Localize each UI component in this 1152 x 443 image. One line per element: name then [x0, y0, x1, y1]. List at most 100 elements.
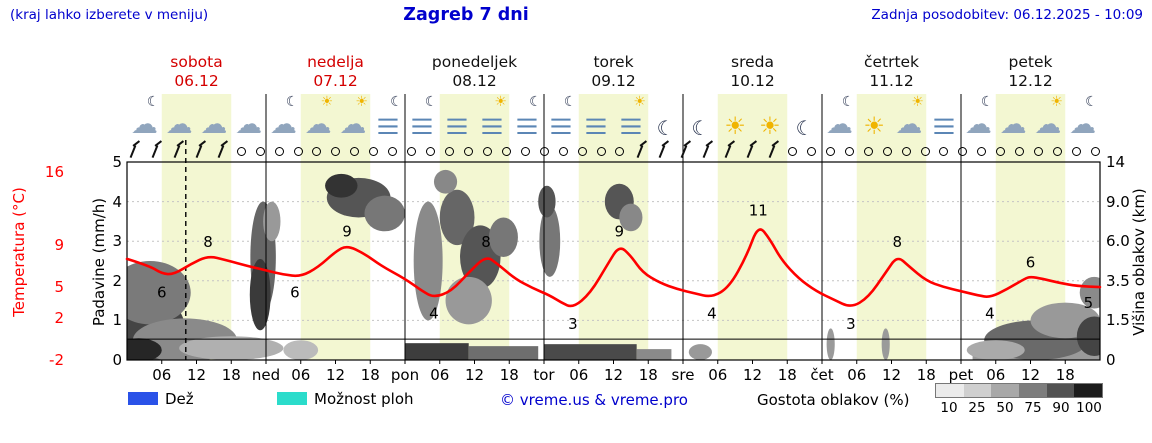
x-tick-label: 12: [325, 366, 346, 384]
calm-circle-icon: [958, 147, 968, 156]
day-date: 07.12: [313, 71, 358, 90]
cloud-density-value: 50: [996, 400, 1014, 416]
calm-circle-icon: [350, 147, 360, 156]
temp-tick: -2: [49, 351, 64, 369]
calm-circle-icon: [482, 147, 492, 156]
x-tick-label: sre: [671, 366, 695, 384]
calm-circle-icon: [596, 147, 606, 156]
day-name: ponedeljek: [431, 53, 518, 71]
sun-cloud-icon: ☁ ☀: [304, 94, 334, 140]
fog-icon: ☰: [931, 115, 956, 139]
sun-icon: ☀: [759, 112, 781, 140]
cloud-blob: [619, 203, 643, 232]
day-header-torek: torek 09.12: [544, 53, 683, 90]
calm-circle-icon: [520, 147, 530, 156]
legend-showers-label: Možnost ploh: [314, 390, 414, 408]
day-band: [856, 94, 927, 360]
temperature-label: 3: [568, 315, 578, 333]
cloud-blob: [1076, 316, 1100, 357]
weather-icons-row: ☁ ☾ ☁ ☁ ☁ ☁ ☾ ☁ ☀ ☁ ☀ ☰ ☾ ☰ ☾ ☰ ☰ ☀ ☰ ☾ ☰ ☾ ☰ ☰ ☀ ☾ ☾ ☀ ☀ ☾ ☁ ☾ ☀ ☁ ☀ ☰ ☁ ☾ ☁ ☁…: [127, 94, 1100, 142]
x-tick-label: 18: [499, 366, 519, 384]
x-tick-label: 18: [638, 366, 658, 384]
calm-circle-icon: [369, 147, 379, 156]
sun-cloud-icon: ☁ ☀: [339, 94, 368, 140]
cloud-blob: [127, 261, 191, 325]
cloud-blob: [539, 205, 561, 277]
cloud-blob: [688, 344, 712, 360]
cloud-tick: 1.5: [1106, 311, 1130, 330]
calm-circle-icon: [825, 147, 835, 156]
fog-moon-icon: ☰ ☾: [514, 94, 542, 139]
cloud-bar: [544, 344, 637, 360]
calm-circle-icon: [977, 147, 987, 156]
cloud-density-segment: [936, 384, 964, 397]
x-tick-label: 12: [186, 366, 207, 384]
day-name: sreda: [731, 53, 774, 71]
calm-circle-icon: [882, 147, 892, 156]
temperature-label: 6: [157, 284, 167, 302]
temperature-label: 4: [707, 304, 717, 322]
temperature-label: 11: [749, 202, 768, 220]
cloud-density-value: 90: [1052, 400, 1070, 416]
calm-circle-icon: [331, 147, 341, 156]
cloud-bar: [405, 343, 469, 360]
x-tick-label: 12: [881, 366, 902, 384]
day-band: [717, 94, 788, 360]
credit-link[interactable]: © vreme.us & vreme.pro: [500, 391, 688, 409]
legend-showers-swatch: [277, 392, 307, 405]
calm-circle-icon: [615, 147, 625, 156]
cloud-blob: [263, 201, 281, 242]
cloud-tick: 14: [1106, 153, 1126, 171]
x-tick-label: 18: [221, 366, 241, 384]
wind-barb-icon: [171, 144, 183, 159]
cloud-density-gradient: [935, 383, 1103, 398]
precip-tick: 1: [112, 311, 122, 330]
x-tick-label: 12: [464, 366, 485, 384]
temperature-label: 8: [893, 233, 903, 251]
sun-icon: ☀: [863, 112, 885, 140]
cloud-density-scale-numbers: 10 25 50 75 90 100: [935, 398, 1103, 416]
day-band: [300, 94, 371, 360]
day-name: nedelja: [307, 53, 364, 71]
cloud-tick: 3.5: [1106, 271, 1130, 290]
calm-circle-icon: [1053, 147, 1063, 156]
cloud-density-segment: [991, 384, 1020, 397]
calm-circle-icon: [1090, 147, 1100, 156]
cloud-blob: [445, 276, 492, 325]
cloud-blob: [413, 201, 443, 321]
cloud-tick: 9.0: [1106, 192, 1130, 211]
fog-icon: ☰: [445, 115, 469, 139]
moon-cloud-icon: ☁ ☾: [1069, 94, 1098, 140]
x-tick-label: 06: [291, 366, 311, 384]
precip-tick: 0: [112, 351, 122, 369]
x-tick-label: 18: [916, 366, 936, 384]
x-tick-label: 06: [708, 366, 728, 384]
moon-cloud-icon: ☁ ☾: [964, 94, 994, 140]
moon-cloud-icon: ☁ ☾: [825, 94, 855, 140]
calm-circle-icon: [501, 147, 511, 156]
calm-circle-icon: [1072, 147, 1081, 156]
moon-cloud-icon: ☁ ☾: [269, 94, 299, 140]
cloud-icon: ☁: [165, 109, 193, 140]
cloud-density-value: 75: [1024, 400, 1042, 416]
temperature-label: 6: [290, 284, 300, 302]
calm-circle-icon: [920, 147, 930, 156]
wind-barb-icon: [722, 144, 734, 159]
fog-sun-icon: ☰ ☀: [480, 94, 507, 139]
cloud-tick: 0: [1106, 351, 1116, 369]
wind-barb-icon: [149, 144, 161, 159]
cloud-density-value: 10: [940, 400, 958, 416]
temperature-label: 5: [1084, 294, 1094, 312]
day-header-sreda: sreda 10.12: [683, 53, 822, 90]
cloud-blob: [325, 173, 358, 198]
calm-circle-icon: [901, 147, 911, 156]
day-header-ponedeljek: ponedeljek 08.12: [405, 53, 544, 90]
cloud-blob: [1079, 276, 1100, 309]
calm-circle-icon: [844, 147, 854, 156]
sun-cloud-icon: ☁ ☀: [1034, 94, 1063, 140]
wind-barb-icon: [634, 144, 646, 159]
day-header-četrtek: četrtek 11.12: [822, 53, 961, 90]
day-date: 06.12: [174, 71, 219, 90]
